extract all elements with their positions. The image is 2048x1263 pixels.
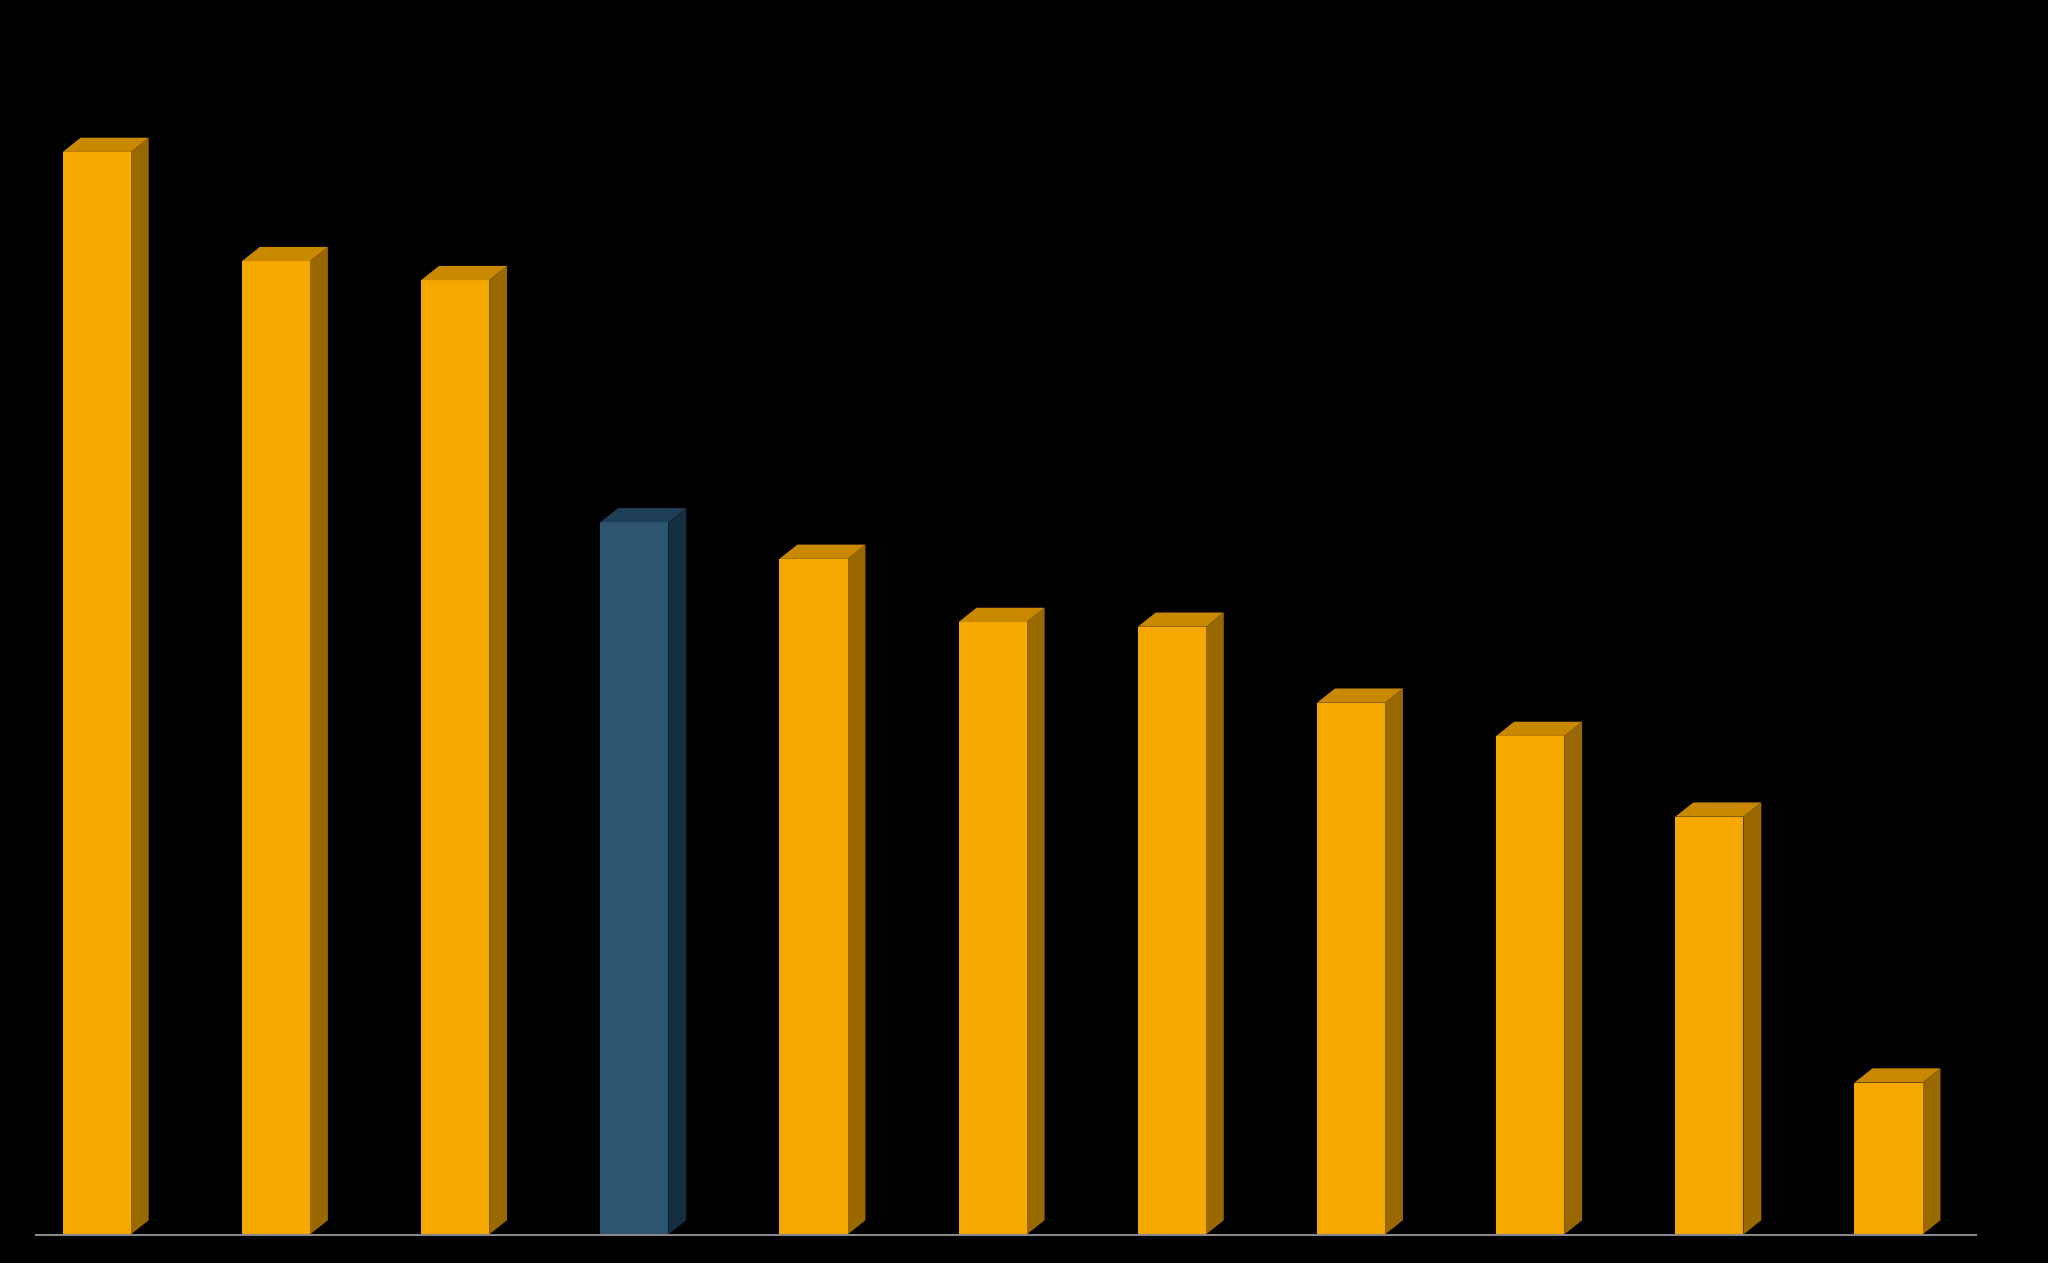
Polygon shape <box>1675 802 1761 817</box>
Polygon shape <box>1139 626 1206 1234</box>
Polygon shape <box>1855 1068 1942 1082</box>
Polygon shape <box>958 608 1044 621</box>
Polygon shape <box>1675 817 1743 1234</box>
Polygon shape <box>1317 702 1384 1234</box>
Polygon shape <box>1497 721 1583 736</box>
Polygon shape <box>422 280 489 1234</box>
Polygon shape <box>600 523 668 1234</box>
Polygon shape <box>1206 613 1225 1234</box>
Polygon shape <box>422 266 508 280</box>
Polygon shape <box>1317 688 1403 702</box>
Polygon shape <box>1026 608 1044 1234</box>
Polygon shape <box>780 558 848 1234</box>
Polygon shape <box>63 138 150 152</box>
Polygon shape <box>600 508 686 523</box>
Polygon shape <box>1855 1082 1923 1234</box>
Polygon shape <box>958 621 1026 1234</box>
Polygon shape <box>309 246 328 1234</box>
Polygon shape <box>242 246 328 261</box>
Polygon shape <box>489 266 508 1234</box>
Polygon shape <box>1139 613 1225 626</box>
Polygon shape <box>1497 736 1565 1234</box>
Polygon shape <box>1384 688 1403 1234</box>
Polygon shape <box>1743 802 1761 1234</box>
Polygon shape <box>780 544 866 558</box>
Polygon shape <box>63 152 131 1234</box>
Polygon shape <box>131 138 150 1234</box>
Polygon shape <box>1565 721 1583 1234</box>
Polygon shape <box>668 508 686 1234</box>
Polygon shape <box>1923 1068 1942 1234</box>
Polygon shape <box>848 544 866 1234</box>
Polygon shape <box>242 261 309 1234</box>
